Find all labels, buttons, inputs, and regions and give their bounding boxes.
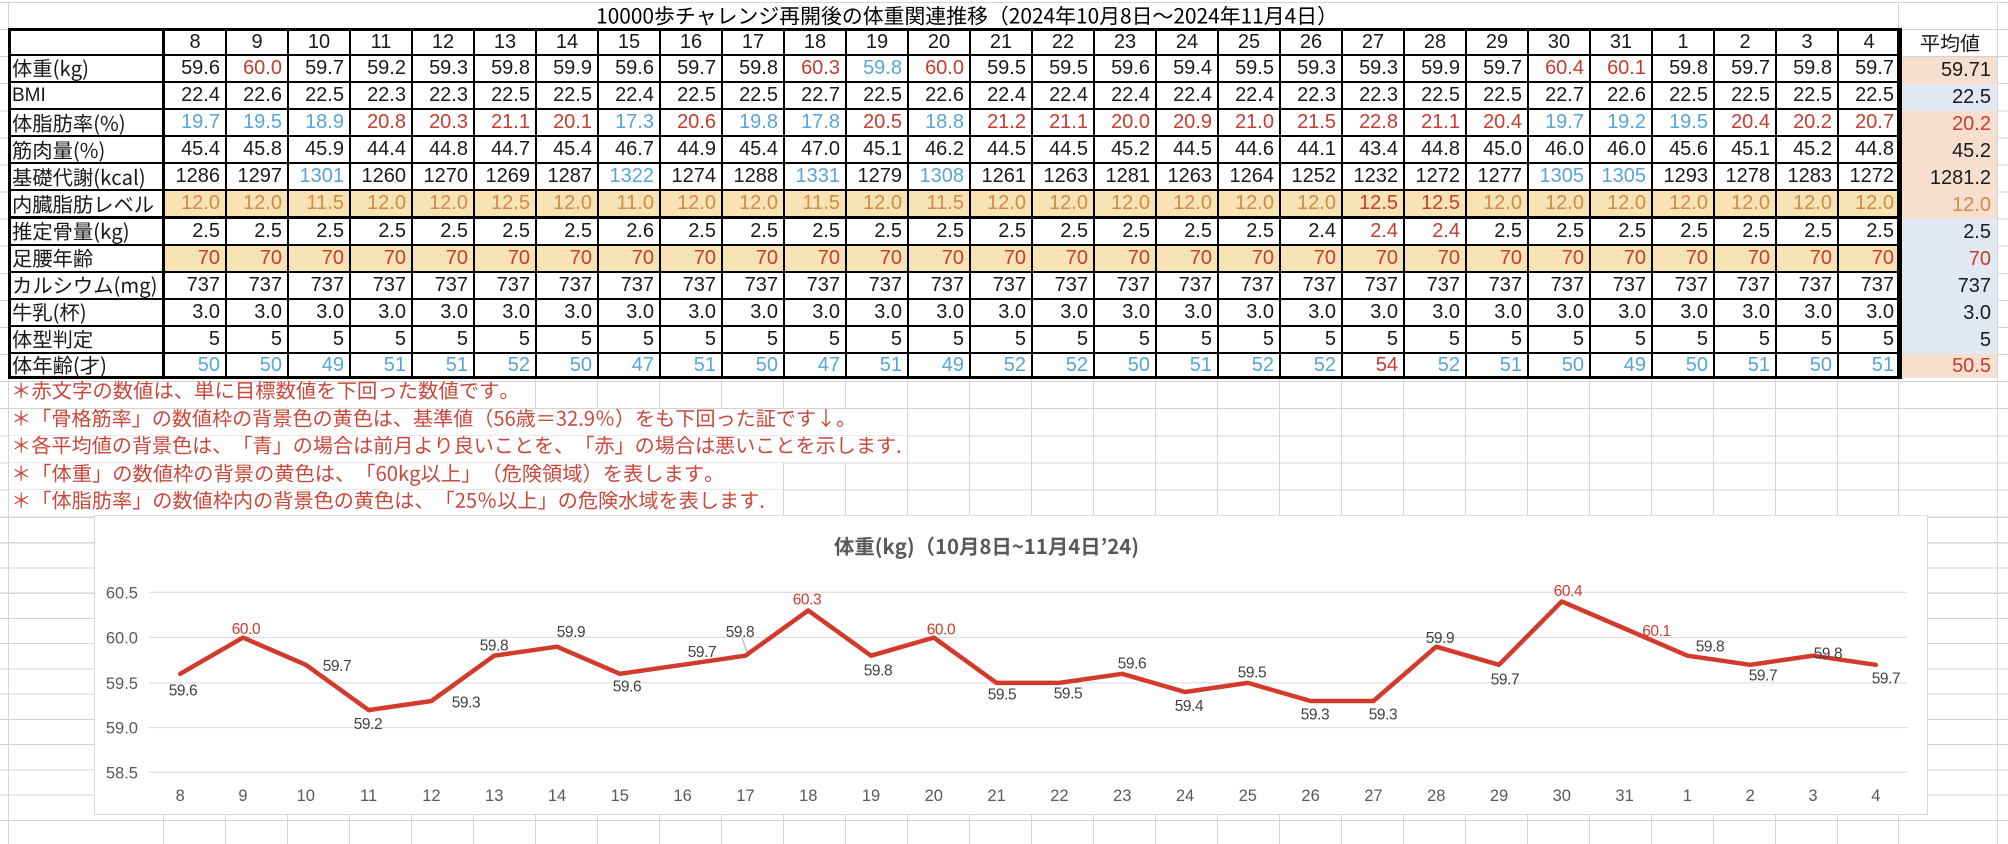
svg-text:15: 15 xyxy=(611,787,629,805)
svg-text:17: 17 xyxy=(736,787,754,805)
svg-text:25: 25 xyxy=(1239,787,1257,805)
svg-text:23: 23 xyxy=(1113,787,1131,805)
svg-text:20: 20 xyxy=(925,787,943,805)
svg-text:13: 13 xyxy=(485,787,503,805)
svg-text:60.5: 60.5 xyxy=(106,584,138,602)
svg-text:29: 29 xyxy=(1490,787,1508,805)
svg-text:18: 18 xyxy=(799,787,817,805)
svg-text:21: 21 xyxy=(987,787,1005,805)
svg-text:59.7: 59.7 xyxy=(323,658,352,675)
svg-text:59.0: 59.0 xyxy=(106,720,138,738)
svg-text:59.7: 59.7 xyxy=(688,644,717,661)
svg-text:14: 14 xyxy=(548,787,566,805)
svg-text:24: 24 xyxy=(1176,787,1194,805)
svg-text:31: 31 xyxy=(1615,787,1633,805)
svg-text:28: 28 xyxy=(1427,787,1445,805)
svg-text:59.9: 59.9 xyxy=(1426,630,1455,647)
svg-text:59.8: 59.8 xyxy=(1696,639,1725,656)
svg-text:60.3: 60.3 xyxy=(793,592,822,609)
svg-text:60.4: 60.4 xyxy=(1554,583,1583,600)
svg-text:30: 30 xyxy=(1553,787,1571,805)
svg-text:59.7: 59.7 xyxy=(1491,672,1520,689)
svg-text:16: 16 xyxy=(673,787,691,805)
svg-text:60.0: 60.0 xyxy=(927,622,956,639)
svg-text:59.3: 59.3 xyxy=(452,695,481,712)
svg-text:59.5: 59.5 xyxy=(988,687,1017,704)
svg-text:8: 8 xyxy=(176,787,185,805)
svg-text:59.5: 59.5 xyxy=(106,675,138,693)
svg-text:59.3: 59.3 xyxy=(1369,707,1398,724)
svg-text:59.8: 59.8 xyxy=(864,663,893,680)
svg-text:59.5: 59.5 xyxy=(1054,686,1083,703)
svg-text:60.0: 60.0 xyxy=(232,621,261,638)
svg-text:22: 22 xyxy=(1050,787,1068,805)
svg-text:12: 12 xyxy=(422,787,440,805)
svg-text:60.1: 60.1 xyxy=(1642,623,1671,640)
svg-text:26: 26 xyxy=(1301,787,1319,805)
svg-text:59.7: 59.7 xyxy=(1872,671,1901,688)
svg-text:1: 1 xyxy=(1683,787,1692,805)
svg-text:19: 19 xyxy=(862,787,880,805)
svg-text:59.6: 59.6 xyxy=(1118,656,1147,673)
svg-text:59.7: 59.7 xyxy=(1749,668,1778,685)
svg-text:59.4: 59.4 xyxy=(1175,698,1204,715)
svg-text:59.2: 59.2 xyxy=(354,716,383,733)
svg-text:9: 9 xyxy=(238,787,247,805)
svg-text:4: 4 xyxy=(1871,787,1880,805)
svg-text:59.8: 59.8 xyxy=(1814,646,1843,663)
svg-text:11: 11 xyxy=(360,787,377,805)
svg-text:10: 10 xyxy=(297,787,315,805)
svg-text:27: 27 xyxy=(1364,787,1382,805)
svg-text:58.5: 58.5 xyxy=(106,764,138,782)
svg-text:3: 3 xyxy=(1808,787,1817,805)
svg-text:59.3: 59.3 xyxy=(1301,707,1330,724)
svg-text:2: 2 xyxy=(1746,787,1755,805)
svg-text:59.5: 59.5 xyxy=(1238,665,1267,682)
svg-text:59.8: 59.8 xyxy=(726,624,755,641)
svg-text:59.8: 59.8 xyxy=(480,638,509,655)
svg-text:59.6: 59.6 xyxy=(169,683,198,700)
svg-text:59.9: 59.9 xyxy=(557,624,586,641)
svg-text:59.6: 59.6 xyxy=(613,679,642,696)
svg-text:60.0: 60.0 xyxy=(106,629,138,647)
